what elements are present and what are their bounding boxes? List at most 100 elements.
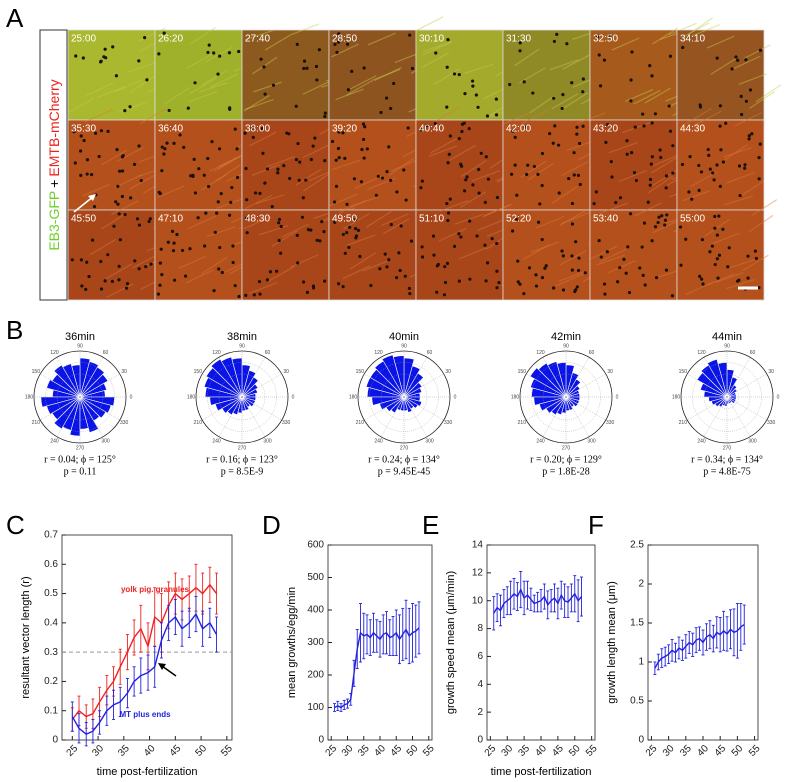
granule bbox=[604, 140, 608, 145]
granule bbox=[643, 283, 647, 287]
granule bbox=[305, 290, 310, 295]
granule bbox=[433, 121, 437, 126]
fiber bbox=[625, 88, 654, 102]
granule bbox=[459, 235, 463, 239]
granule bbox=[713, 214, 717, 219]
granule bbox=[197, 167, 201, 171]
granule bbox=[163, 147, 167, 151]
rose-spoke bbox=[380, 396, 405, 437]
angle-label: 60 bbox=[265, 350, 271, 356]
fiber bbox=[618, 169, 647, 183]
rose-spoke bbox=[79, 396, 104, 437]
granule bbox=[603, 292, 607, 296]
fiber bbox=[521, 109, 549, 125]
fiber bbox=[549, 59, 579, 71]
x-tick-label: 45 bbox=[713, 743, 729, 759]
granule bbox=[420, 245, 424, 249]
angle-label: 180 bbox=[672, 394, 681, 400]
granule bbox=[718, 104, 722, 108]
y-tick-label: 14 bbox=[472, 540, 484, 551]
fiber bbox=[265, 156, 295, 168]
microscopy-tile bbox=[67, 29, 156, 121]
angle-label: 180 bbox=[25, 394, 34, 400]
granule bbox=[305, 66, 309, 70]
granule bbox=[560, 249, 564, 253]
granule bbox=[654, 276, 659, 280]
granule bbox=[202, 173, 206, 177]
angle-label: 60 bbox=[103, 350, 109, 356]
annotation-arrow bbox=[161, 665, 177, 677]
granule bbox=[265, 167, 270, 171]
granule bbox=[378, 267, 382, 271]
x-tick-label: 45 bbox=[550, 743, 566, 759]
fiber bbox=[576, 112, 606, 124]
angle-label: 150 bbox=[32, 369, 41, 375]
fiber bbox=[522, 244, 550, 261]
fiber bbox=[200, 69, 228, 86]
granule bbox=[576, 268, 581, 273]
granule bbox=[446, 211, 451, 215]
angle-label: 330 bbox=[282, 420, 291, 426]
angle-label: 90 bbox=[563, 343, 569, 349]
rose-title: 38min bbox=[227, 331, 257, 343]
granule bbox=[743, 166, 747, 170]
rose-spoke bbox=[542, 357, 567, 398]
fiber bbox=[722, 144, 749, 162]
granule bbox=[160, 145, 164, 149]
granule bbox=[106, 129, 110, 133]
granule bbox=[271, 83, 276, 87]
rose-wedge bbox=[565, 396, 581, 401]
granule bbox=[85, 172, 89, 176]
fiber bbox=[711, 232, 740, 245]
granule bbox=[165, 141, 169, 145]
granule bbox=[602, 58, 607, 62]
microscopy-tile bbox=[502, 209, 591, 301]
fiber bbox=[178, 255, 207, 269]
granule bbox=[747, 137, 751, 141]
fiber bbox=[290, 23, 320, 36]
granule bbox=[124, 286, 129, 290]
rose-wedge bbox=[707, 358, 728, 398]
x-tick-label: 30 bbox=[340, 743, 356, 759]
rose-spoke bbox=[565, 396, 590, 437]
timestamp: 44:30 bbox=[680, 124, 705, 135]
granule bbox=[206, 184, 211, 189]
granule bbox=[552, 96, 556, 100]
granule bbox=[362, 156, 366, 160]
fiber bbox=[704, 218, 730, 237]
granule bbox=[314, 64, 319, 69]
granule bbox=[407, 286, 411, 291]
granule bbox=[626, 245, 630, 249]
granule bbox=[642, 221, 647, 225]
granule bbox=[160, 273, 164, 277]
plot-frame bbox=[61, 534, 233, 741]
granule bbox=[715, 56, 719, 60]
fiber bbox=[562, 92, 589, 110]
granule bbox=[581, 124, 585, 128]
fiber bbox=[682, 22, 710, 38]
granule bbox=[129, 196, 133, 200]
series-line bbox=[493, 587, 583, 614]
granule bbox=[514, 217, 518, 222]
fiber bbox=[251, 163, 281, 177]
granule bbox=[137, 144, 141, 148]
granule bbox=[678, 225, 683, 229]
granule bbox=[384, 96, 389, 100]
granule bbox=[336, 40, 341, 44]
granule bbox=[193, 81, 197, 85]
granule bbox=[74, 54, 78, 58]
fiber bbox=[559, 209, 587, 226]
angle-label: 150 bbox=[356, 369, 365, 375]
y-tick-label: 0.6 bbox=[44, 559, 58, 570]
granule bbox=[387, 258, 391, 262]
granule bbox=[721, 227, 725, 231]
fiber bbox=[652, 153, 682, 167]
granule bbox=[262, 65, 266, 69]
granule bbox=[712, 178, 716, 182]
granule bbox=[296, 141, 300, 146]
fiber bbox=[433, 106, 460, 124]
fiber bbox=[350, 252, 376, 270]
fiber bbox=[747, 214, 774, 233]
granule bbox=[323, 114, 327, 119]
fiber bbox=[354, 175, 383, 189]
